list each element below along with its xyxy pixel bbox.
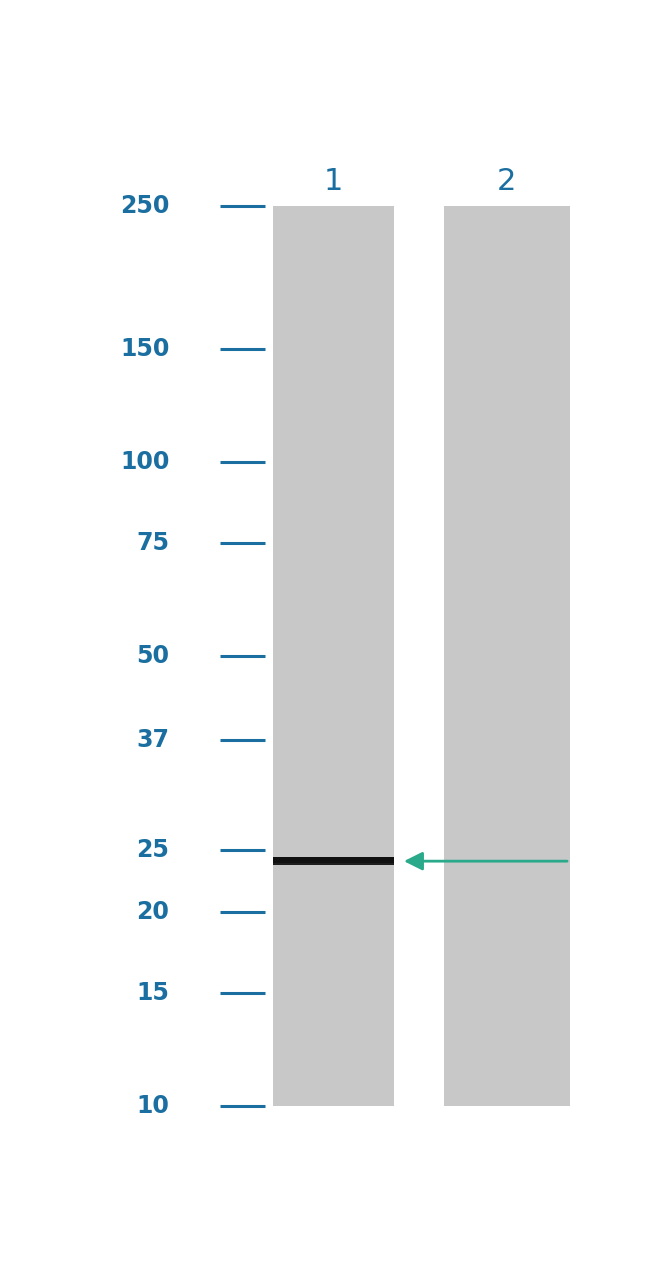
Text: 20: 20 (136, 900, 170, 925)
Text: 50: 50 (136, 644, 170, 668)
Text: 10: 10 (136, 1093, 170, 1118)
Text: 25: 25 (136, 838, 170, 862)
Text: 150: 150 (120, 337, 170, 361)
Text: 37: 37 (136, 728, 170, 752)
Text: 250: 250 (120, 194, 170, 218)
Text: 15: 15 (136, 980, 170, 1005)
Bar (273, 206, 393, 1106)
Text: 2: 2 (497, 168, 517, 197)
Text: 100: 100 (120, 451, 170, 474)
Bar (444, 206, 570, 1106)
Bar (273, 857, 393, 865)
Bar (273, 864, 393, 865)
Text: 1: 1 (324, 168, 343, 197)
Text: 75: 75 (136, 531, 170, 555)
